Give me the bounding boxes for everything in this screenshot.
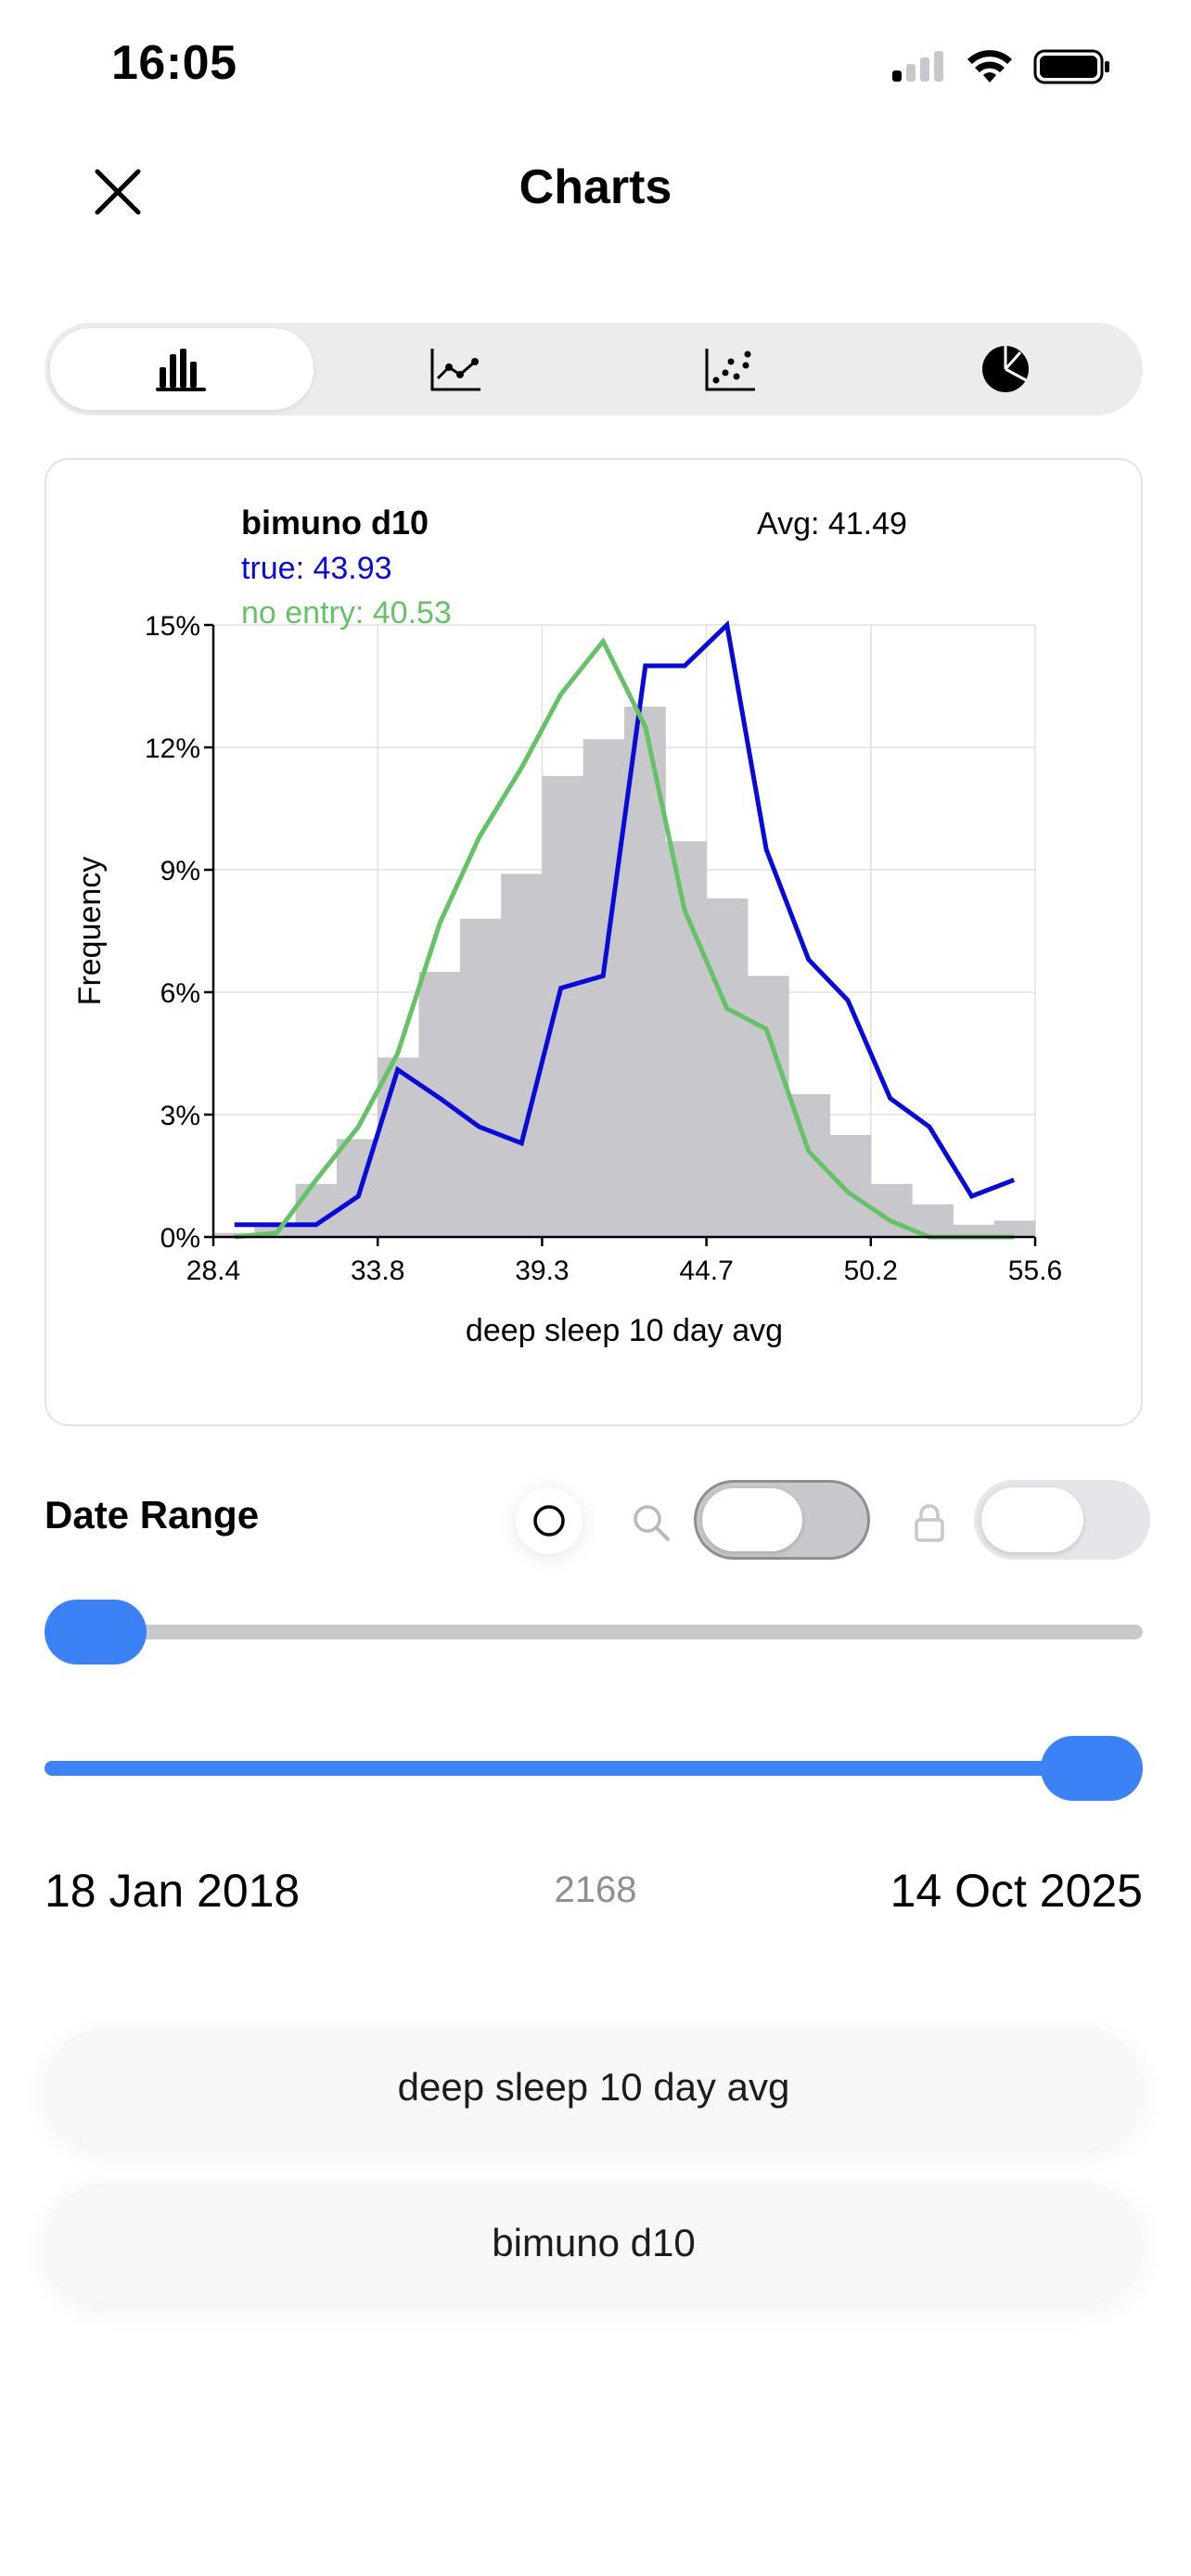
x-tick-label: 33.8 (351, 1256, 404, 1286)
x-variable-selector[interactable]: deep sleep 10 day avg (45, 2027, 1143, 2148)
histogram-chart: 0%3%6%9%12%15% 28.4 33.8 39.3 44.7 50.2 55.6 … (72, 504, 1062, 1348)
end-date-slider-thumb[interactable] (1041, 1736, 1143, 1801)
bar-chart-icon (156, 349, 206, 391)
y-tick-label: 15% (145, 611, 200, 642)
average-label: Avg: 41.49 (757, 506, 907, 542)
histogram-bar (953, 1224, 995, 1237)
legend-true: true: 43.93 (241, 551, 392, 586)
battery-icon (1033, 49, 1109, 84)
y-tick-label: 12% (145, 733, 200, 764)
start-date-slider-track[interactable] (45, 1625, 1143, 1639)
wifi-icon (967, 50, 1012, 83)
histogram-bar (993, 1220, 1036, 1237)
y-tick-label: 0% (160, 1223, 200, 1254)
series-line-true (234, 619, 1016, 1228)
close-icon (95, 169, 141, 215)
histogram-bar (459, 918, 502, 1237)
histogram-bar (378, 1057, 419, 1237)
x-tick-label: 39.3 (515, 1256, 569, 1286)
histogram-bar (542, 775, 584, 1237)
tab-line-chart[interactable] (325, 328, 588, 410)
page-title: Charts (519, 160, 672, 214)
y-tick-label: 9% (160, 856, 200, 886)
search-toggle[interactable] (694, 1480, 870, 1560)
status-time: 16:05 (111, 36, 237, 90)
group-variable-selector[interactable]: bimuno d10 (45, 2183, 1143, 2303)
scatter-chart-icon (705, 349, 755, 391)
histogram-bar (747, 976, 789, 1237)
reset-circle-button[interactable] (516, 1487, 583, 1554)
tab-pie-chart[interactable] (874, 328, 1137, 410)
pie-chart-icon (982, 346, 1029, 392)
series-line-no-entry (234, 636, 1015, 1240)
histogram-bar (829, 1135, 872, 1237)
tab-scatter-chart[interactable] (599, 328, 863, 410)
histogram-bar (295, 1183, 338, 1237)
end-date-slider-track[interactable] (45, 1761, 1143, 1776)
x-tick-label: 28.4 (186, 1256, 240, 1286)
cellular-signal-icon (892, 51, 943, 82)
x-tick-label: 55.6 (1008, 1256, 1062, 1286)
chart-title: bimuno d10 (241, 504, 429, 542)
y-tick-label: 3% (160, 1101, 200, 1131)
x-tick-label: 50.2 (844, 1256, 898, 1286)
y-axis-label: Frequency (72, 857, 108, 1006)
x-tick-label: 44.7 (679, 1256, 733, 1286)
search-icon (634, 1505, 670, 1541)
circle-icon (533, 1505, 565, 1537)
lock-icon (915, 1504, 944, 1542)
start-date-text: 18 Jan 2018 (45, 1865, 301, 1917)
y-tick-label: 6% (160, 978, 200, 1009)
entry-count: 2168 (554, 1869, 637, 1910)
lock-toggle[interactable] (974, 1480, 1150, 1560)
histogram-bar (665, 841, 708, 1237)
tab-bar-chart[interactable] (50, 328, 314, 410)
x-axis-label: deep sleep 10 day avg (466, 1313, 783, 1348)
histogram-bar (213, 1232, 255, 1237)
date-range-label: Date Range (45, 1493, 260, 1537)
histogram-bar (501, 874, 543, 1237)
chart-type-segmented-control[interactable] (45, 323, 1143, 415)
close-button[interactable] (85, 159, 150, 224)
status-icons (890, 48, 1111, 85)
histogram-bar (418, 972, 461, 1237)
histogram-bar (583, 739, 625, 1237)
start-date-slider-thumb[interactable] (45, 1600, 147, 1664)
end-date-text: 14 Oct 2025 (890, 1865, 1143, 1917)
histogram-bar (706, 898, 749, 1237)
chart-card: 0% 3% 6% 9% 12% 15% 28.4 33.8 39.3 44.7 50.2 55.6 … (45, 458, 1143, 1426)
line-chart-icon (430, 349, 480, 391)
legend-no-entry: no entry: 40.53 (241, 595, 452, 631)
